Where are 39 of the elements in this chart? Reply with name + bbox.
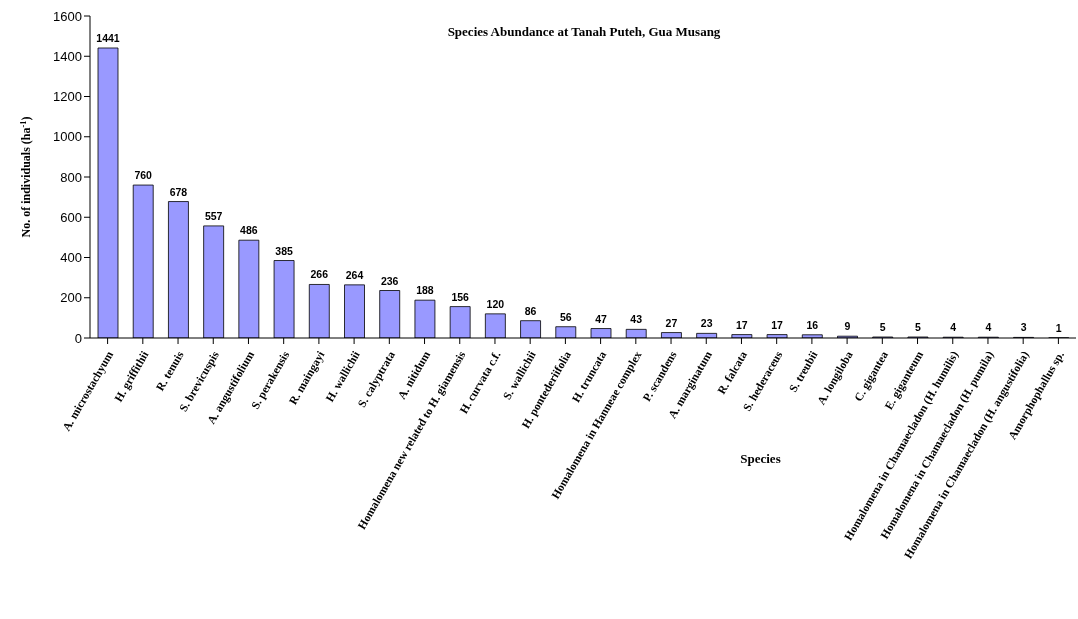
data-label: 120 [486, 297, 505, 310]
text: Species Abundance at Tanah Puteh, Gua Musang [447, 24, 721, 39]
data-label: 86 [524, 304, 537, 317]
data-label: 236 [380, 274, 399, 287]
y-tick-label: 0 [74, 330, 82, 346]
data-label: 9 [844, 320, 851, 333]
x-axis-title: Species [740, 451, 781, 466]
data-label: 16 [806, 318, 819, 331]
data-label: 1 [1055, 321, 1062, 334]
data-label: 1441 [96, 32, 120, 44]
data-label: 557 [204, 209, 223, 222]
data-label: 760 [134, 169, 153, 182]
data-label: 23 [700, 317, 713, 330]
data-label: 27 [665, 316, 678, 329]
data-label: 264 [345, 268, 364, 281]
data-label: 17 [771, 318, 784, 331]
y-tick-label: 400 [60, 250, 82, 266]
data-label: 266 [310, 268, 329, 281]
y-tick-label: 600 [60, 209, 82, 225]
data-label: 4 [985, 321, 992, 334]
data-label: 4 [950, 321, 957, 334]
data-label: 17 [736, 318, 748, 331]
data-label: 678 [169, 185, 188, 198]
y-tick-label: 1000 [53, 129, 82, 145]
data-label: 56 [559, 310, 572, 323]
y-tick-label: 1600 [53, 8, 82, 24]
data-label: 156 [451, 290, 470, 303]
data-label: 486 [240, 224, 258, 237]
data-label: 47 [595, 312, 607, 325]
data-label: 5 [879, 320, 886, 333]
data-label: 3 [1020, 321, 1027, 334]
data-label: 5 [915, 320, 922, 333]
y-tick-label: 800 [60, 169, 82, 185]
data-label: 385 [275, 244, 293, 257]
data-label: 188 [416, 284, 434, 297]
data-label: 43 [630, 313, 643, 326]
y-tick-label: 1400 [53, 48, 82, 64]
y-tick-label: 200 [60, 290, 82, 306]
y-tick-label: 1200 [53, 89, 82, 105]
